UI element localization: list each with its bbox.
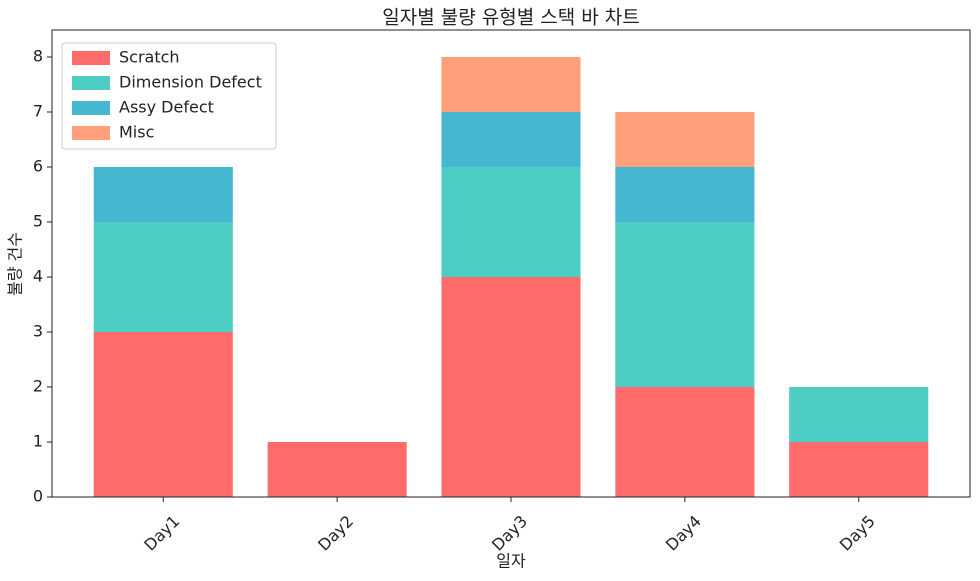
x-tick-label: Day3	[488, 512, 531, 555]
y-tick-label: 3	[33, 322, 43, 341]
legend-swatch	[72, 76, 110, 90]
y-tick-label: 0	[33, 487, 43, 506]
bar-segment	[441, 57, 581, 112]
legend-swatch	[72, 51, 110, 65]
bar-segment	[615, 387, 755, 497]
legend-label: Assy Defect	[119, 98, 214, 117]
legend-label: Misc	[119, 123, 154, 142]
bar-segment	[441, 277, 581, 497]
y-tick-label: 5	[33, 212, 43, 231]
legend-label: Dimension Defect	[119, 73, 262, 92]
y-tick-label: 8	[33, 47, 43, 66]
bar-segment	[93, 167, 233, 222]
y-tick-label: 6	[33, 157, 43, 176]
y-tick-label: 2	[33, 377, 43, 396]
bar-segment	[93, 332, 233, 497]
legend-swatch	[72, 126, 110, 140]
bar-segment	[267, 442, 407, 497]
y-tick-label: 1	[33, 432, 43, 451]
x-tick-label: Day4	[662, 512, 705, 555]
bar-segment	[615, 222, 755, 387]
bar-segment	[441, 167, 581, 277]
bar-segment	[93, 222, 233, 332]
legend-label: Scratch	[119, 48, 180, 67]
legend-box	[61, 42, 277, 150]
x-axis-label: 일자	[496, 552, 526, 571]
chart-title: 일자별 불량 유형별 스택 바 차트	[382, 7, 639, 29]
x-tick-label: Day1	[140, 512, 183, 555]
y-tick-label: 7	[33, 102, 43, 121]
legend-swatch	[72, 101, 110, 115]
bar-segment	[789, 387, 929, 442]
bar-segment	[615, 112, 755, 167]
plot-frame	[51, 29, 971, 498]
y-tick-label: 4	[33, 267, 43, 286]
x-tick-label: Day2	[314, 512, 357, 555]
y-axis-label: 불량 건수	[6, 232, 25, 296]
bar-segment	[441, 112, 581, 167]
bar-segment	[615, 167, 755, 222]
bar-segment	[789, 442, 929, 497]
x-tick-label: Day5	[836, 512, 879, 555]
